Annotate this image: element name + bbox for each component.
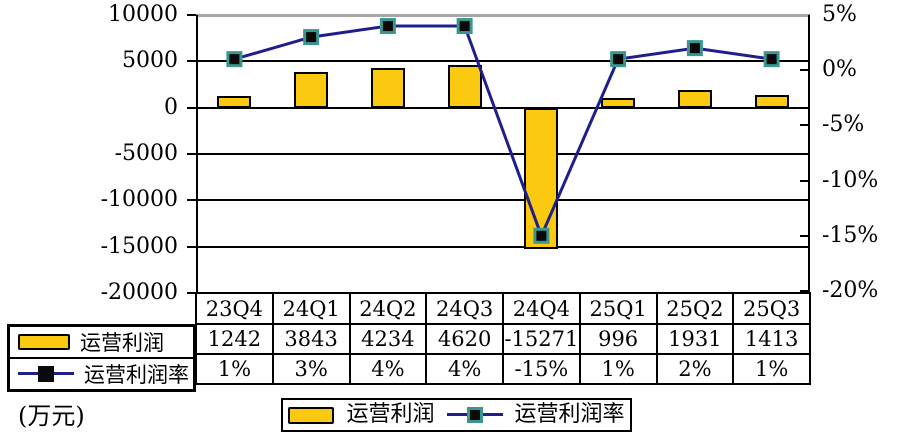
y2-axis-tick-label: 0% xyxy=(822,57,857,83)
line-path xyxy=(233,24,772,240)
axis-tick xyxy=(187,199,196,202)
line-marker xyxy=(456,18,473,35)
margin-value-cell: 2% xyxy=(655,353,735,385)
gridline xyxy=(196,106,810,109)
y-axis-tick-label: -15000 xyxy=(100,233,178,259)
y2-axis-tick-label: -20% xyxy=(822,278,879,303)
axis-tick xyxy=(800,124,810,127)
axis-tick xyxy=(187,153,196,155)
category-header-cell: 25Q2 xyxy=(655,292,735,325)
line-marker xyxy=(686,40,703,57)
gridline xyxy=(196,199,810,202)
margin-value-cell: 1% xyxy=(578,353,658,385)
row-key-profit: 运营利润 xyxy=(7,324,196,359)
y-axis-tick-label: -20000 xyxy=(100,280,178,305)
gridline xyxy=(196,153,810,155)
line-marker xyxy=(303,29,320,46)
line-marker xyxy=(610,51,627,68)
margin-value-cell: 1% xyxy=(195,353,274,385)
row-label: 运营利润率 xyxy=(84,363,189,387)
table-row: 23Q4 24Q1 24Q2 24Q3 24Q4 25Q1 25Q2 25Q3 xyxy=(195,292,811,325)
category-header-cell: 24Q4 xyxy=(502,292,581,325)
row-key-table: 运营利润 运营利润率 xyxy=(7,324,196,392)
y2-axis-tick-label: -10% xyxy=(822,167,879,193)
plot-left-border xyxy=(196,15,198,293)
axis-tick xyxy=(187,106,196,109)
y-axis-tick-label: 10000 xyxy=(108,2,178,27)
bar xyxy=(524,107,559,250)
y-axis-tick-label: 0 xyxy=(164,94,178,120)
chart-legend: 运营利润 运营利润率 xyxy=(281,398,632,432)
bar xyxy=(294,72,329,108)
profit-value-cell: 4620 xyxy=(425,323,504,355)
profit-value-cell: 4234 xyxy=(348,323,428,355)
y-axis-tick-label: 5000 xyxy=(122,48,178,74)
category-header-cell: 24Q2 xyxy=(348,292,428,325)
bar-legend-swatch-icon xyxy=(18,334,70,350)
y-axis-tick-label: -5000 xyxy=(114,141,178,166)
category-header-cell: 25Q1 xyxy=(578,292,658,325)
table-row: 运营利润率 xyxy=(7,357,196,392)
y2-axis-tick-label: -15% xyxy=(822,222,879,248)
margin-value-cell: 3% xyxy=(271,353,351,385)
y-axis-tick-label: -10000 xyxy=(100,187,178,213)
axis-tick xyxy=(800,290,810,292)
y2-axis-tick-label: 5% xyxy=(822,2,857,27)
bar xyxy=(677,89,712,108)
row-label: 运营利润 xyxy=(80,331,164,355)
legend-label-profit: 运营利润 xyxy=(346,402,435,427)
profit-value-cell: -15271 xyxy=(502,323,581,355)
margin-value-cell: -15% xyxy=(502,353,581,385)
axis-tick xyxy=(187,292,196,294)
profit-value-cell: 996 xyxy=(578,323,658,355)
category-header-cell: 24Q3 xyxy=(425,292,504,325)
legend-label-margin: 运营利润率 xyxy=(514,402,625,427)
category-header-cell: 23Q4 xyxy=(195,292,274,325)
margin-value-cell: 4% xyxy=(425,353,504,385)
gridline xyxy=(196,245,810,248)
bar xyxy=(754,94,789,108)
profit-value-cell: 1413 xyxy=(732,323,811,355)
profit-value-cell: 1931 xyxy=(655,323,735,355)
top-gridline xyxy=(196,14,810,17)
profit-value-cell: 1242 xyxy=(195,323,274,355)
margin-value-cell: 1% xyxy=(732,353,811,385)
bar xyxy=(217,96,252,108)
bar-legend-swatch-icon xyxy=(288,406,335,424)
y2-axis-tick-label: -5% xyxy=(822,112,865,138)
table-row: 运营利润 xyxy=(7,324,196,359)
row-key-margin: 运营利润率 xyxy=(7,357,196,392)
table-row: 1% 3% 4% 4% -15% 1% 2% 1% xyxy=(195,353,811,385)
axis-tick xyxy=(800,179,810,182)
margin-value-cell: 4% xyxy=(348,353,428,385)
line-legend-swatch-icon xyxy=(446,406,503,424)
profit-value-cell: 3843 xyxy=(271,323,351,355)
bar xyxy=(447,64,482,108)
bar xyxy=(601,98,636,108)
bar xyxy=(370,68,405,108)
table-row: 1242 3843 4234 4620 -15271 996 1931 1413 xyxy=(195,323,811,355)
gridline xyxy=(196,60,810,63)
line-legend-swatch-icon xyxy=(18,365,74,383)
axis-tick xyxy=(800,69,810,72)
unit-label: (万元) xyxy=(18,402,85,430)
axis-tick xyxy=(187,60,196,63)
category-header-cell: 24Q1 xyxy=(271,292,351,325)
line-marker xyxy=(763,51,780,68)
data-table: 23Q4 24Q1 24Q2 24Q3 24Q4 25Q1 25Q2 25Q3 1242 3843… xyxy=(195,292,811,385)
line-marker xyxy=(226,51,243,68)
category-header-cell: 25Q3 xyxy=(732,292,811,325)
axis-tick xyxy=(800,234,810,237)
plot-right-border xyxy=(808,15,810,293)
axis-tick xyxy=(187,14,196,16)
line-marker xyxy=(379,18,396,35)
axis-tick xyxy=(187,245,196,248)
